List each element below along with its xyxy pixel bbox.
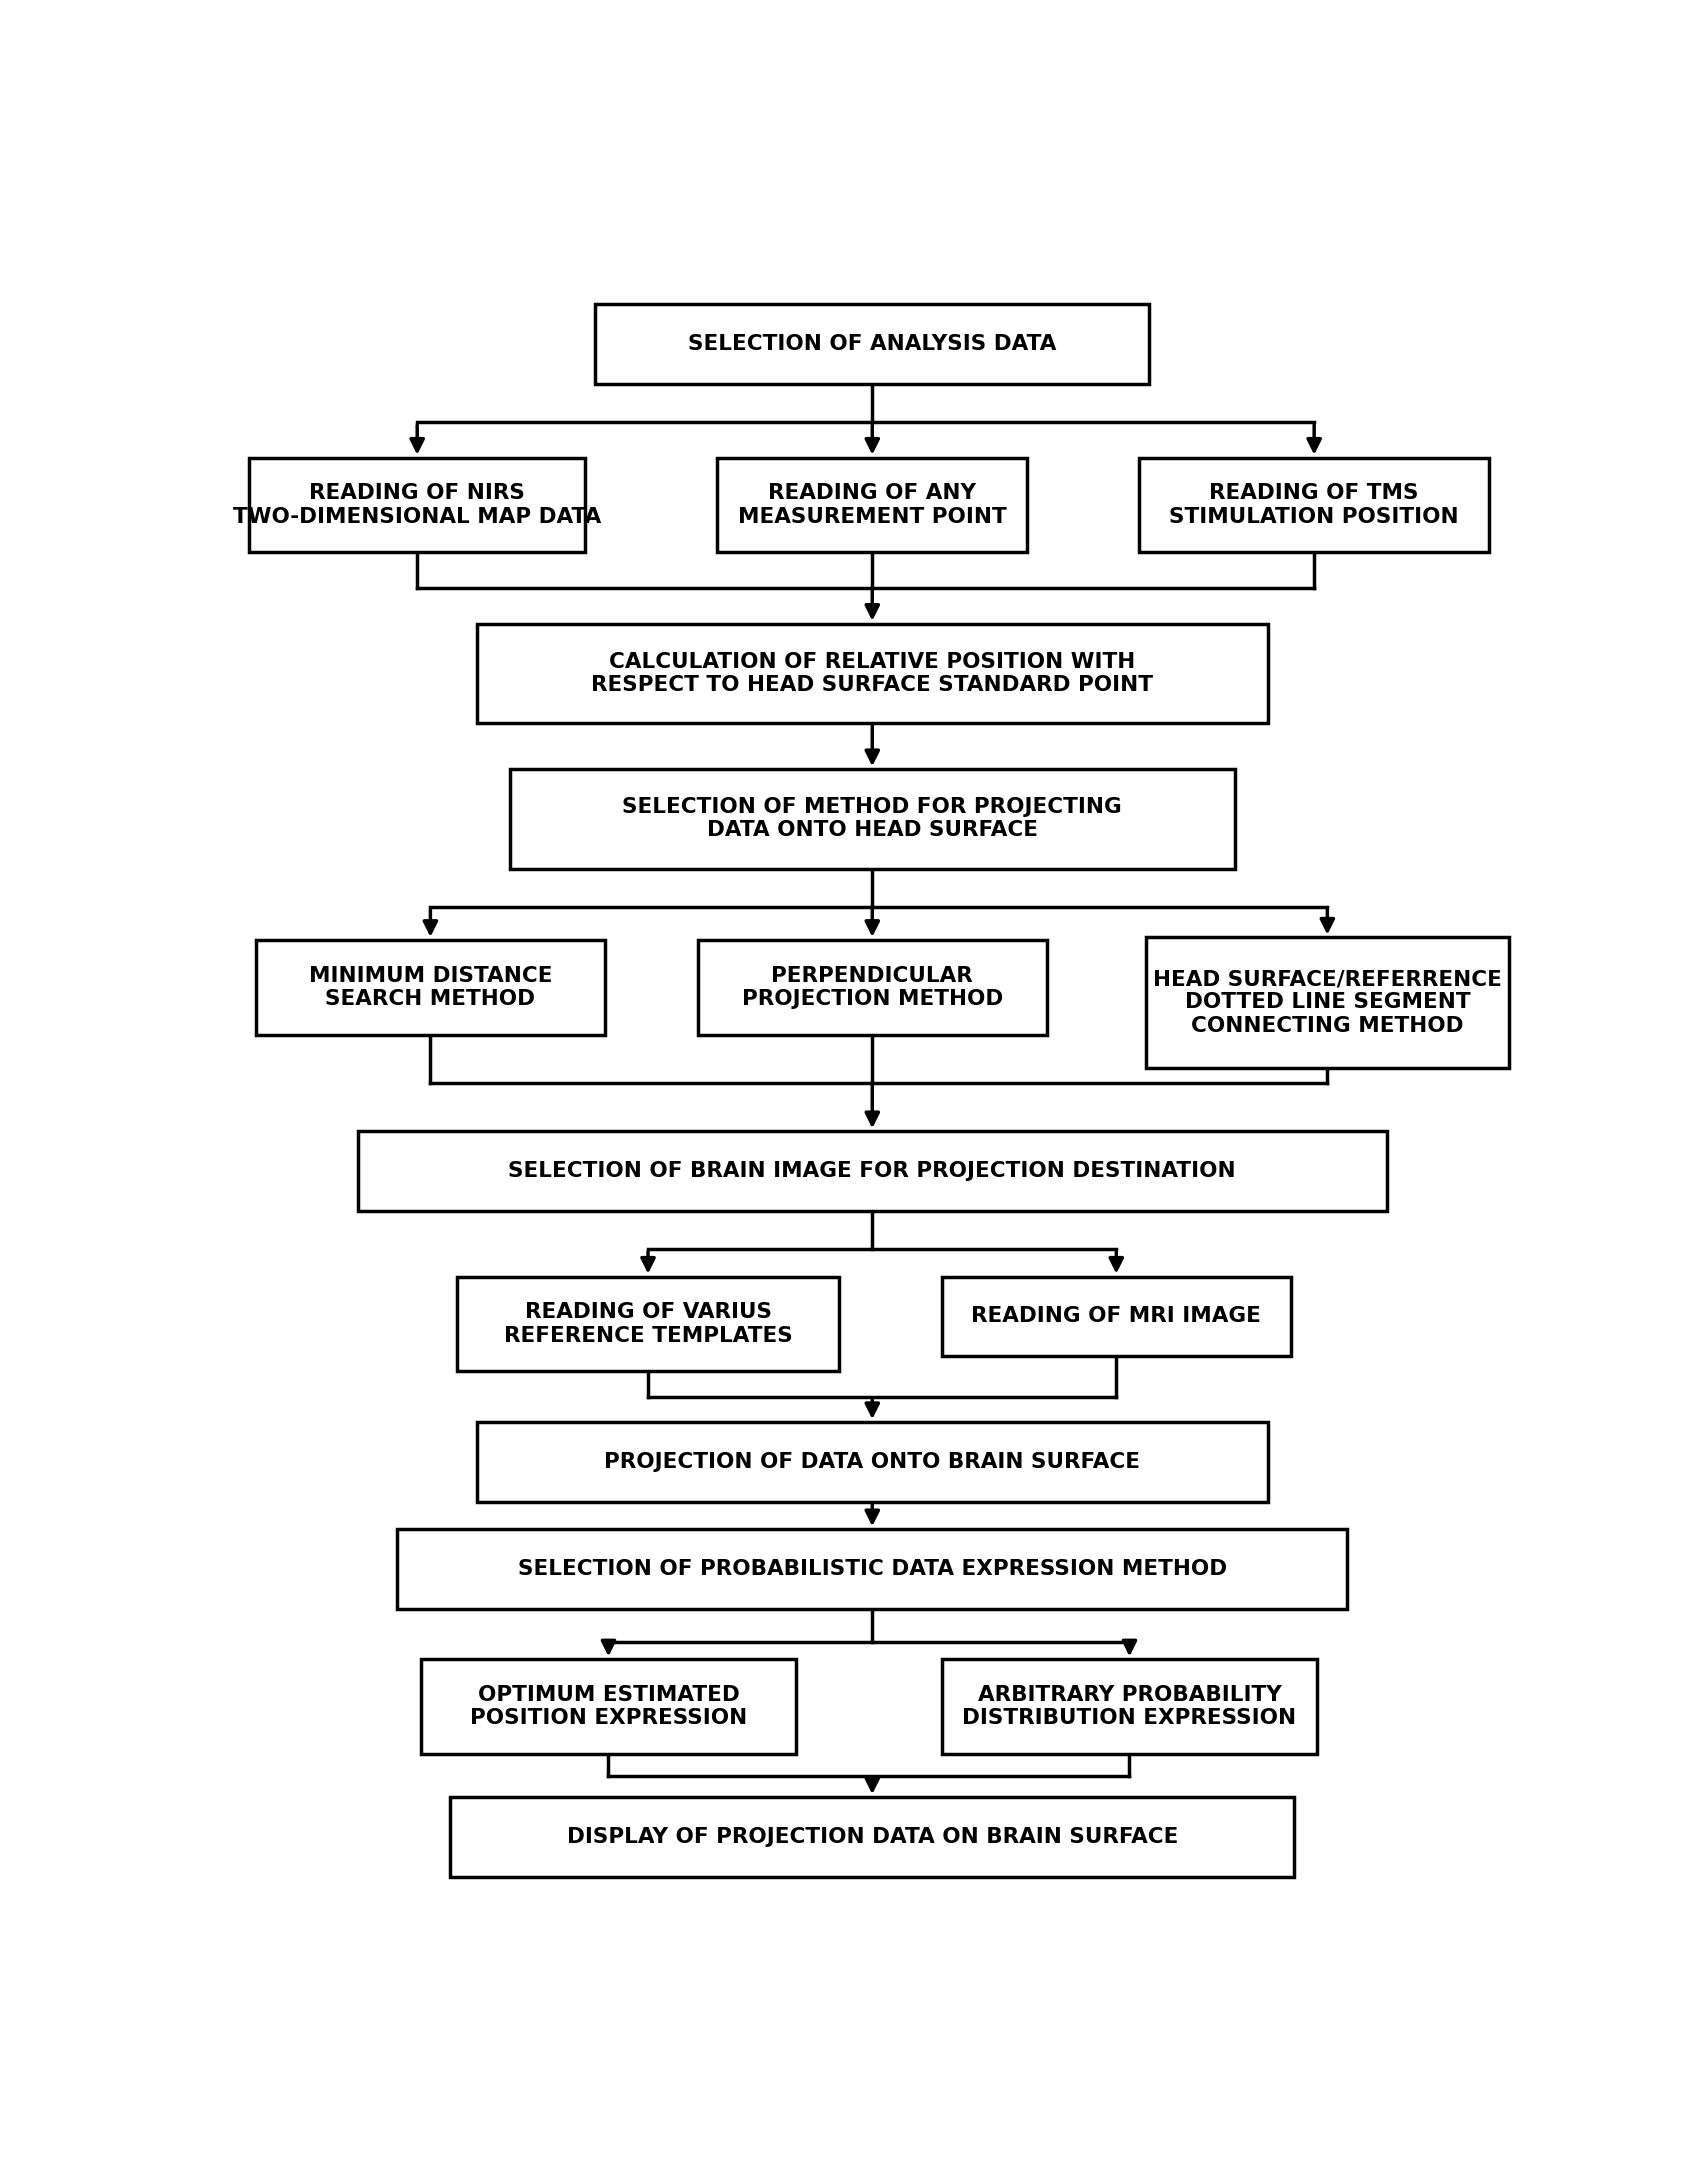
FancyBboxPatch shape [941,1660,1317,1753]
Text: OPTIMUM ESTIMATED
POSITION EXPRESSION: OPTIMUM ESTIMATED POSITION EXPRESSION [470,1686,747,1729]
Text: READING OF ANY
MEASUREMENT POINT: READING OF ANY MEASUREMENT POINT [739,483,1006,527]
Text: HEAD SURFACE/REFERRENCE
DOTTED LINE SEGMENT
CONNECTING METHOD: HEAD SURFACE/REFERRENCE DOTTED LINE SEGM… [1152,969,1501,1036]
Text: READING OF TMS
STIMULATION POSITION: READING OF TMS STIMULATION POSITION [1169,483,1459,527]
FancyBboxPatch shape [248,457,585,553]
Text: SELECTION OF PROBABILISTIC DATA EXPRESSION METHOD: SELECTION OF PROBABILISTIC DATA EXPRESSI… [517,1558,1227,1580]
FancyBboxPatch shape [596,303,1149,384]
Text: PROJECTION OF DATA ONTO BRAIN SURFACE: PROJECTION OF DATA ONTO BRAIN SURFACE [604,1452,1140,1471]
FancyBboxPatch shape [449,1796,1295,1877]
FancyBboxPatch shape [1139,457,1489,553]
Text: SELECTION OF ANALYSIS DATA: SELECTION OF ANALYSIS DATA [688,334,1057,353]
FancyBboxPatch shape [477,624,1268,724]
Text: DISPLAY OF PROJECTION DATA ON BRAIN SURFACE: DISPLAY OF PROJECTION DATA ON BRAIN SURF… [567,1827,1178,1846]
FancyBboxPatch shape [477,1422,1268,1502]
Text: SELECTION OF METHOD FOR PROJECTING
DATA ONTO HEAD SURFACE: SELECTION OF METHOD FOR PROJECTING DATA … [623,797,1122,841]
Text: READING OF VARIUS
REFERENCE TEMPLATES: READING OF VARIUS REFERENCE TEMPLATES [504,1302,793,1346]
Text: PERPENDICULAR
PROJECTION METHOD: PERPENDICULAR PROJECTION METHOD [742,966,1002,1010]
FancyBboxPatch shape [717,457,1028,553]
Text: MINIMUM DISTANCE
SEARCH METHOD: MINIMUM DISTANCE SEARCH METHOD [308,966,551,1010]
Text: ARBITRARY PROBABILITY
DISTRIBUTION EXPRESSION: ARBITRARY PROBABILITY DISTRIBUTION EXPRE… [962,1686,1297,1729]
Text: READING OF NIRS
TWO-DIMENSIONAL MAP DATA: READING OF NIRS TWO-DIMENSIONAL MAP DATA [233,483,601,527]
FancyBboxPatch shape [1145,938,1508,1068]
FancyBboxPatch shape [398,1530,1348,1608]
FancyBboxPatch shape [941,1276,1292,1357]
FancyBboxPatch shape [456,1276,839,1372]
FancyBboxPatch shape [509,769,1236,869]
Text: CALCULATION OF RELATIVE POSITION WITH
RESPECT TO HEAD SURFACE STANDARD POINT: CALCULATION OF RELATIVE POSITION WITH RE… [591,652,1154,696]
FancyBboxPatch shape [357,1131,1387,1211]
FancyBboxPatch shape [255,940,606,1034]
Text: READING OF MRI IMAGE: READING OF MRI IMAGE [972,1307,1261,1326]
FancyBboxPatch shape [698,940,1047,1034]
Text: SELECTION OF BRAIN IMAGE FOR PROJECTION DESTINATION: SELECTION OF BRAIN IMAGE FOR PROJECTION … [509,1162,1236,1181]
FancyBboxPatch shape [420,1660,797,1753]
